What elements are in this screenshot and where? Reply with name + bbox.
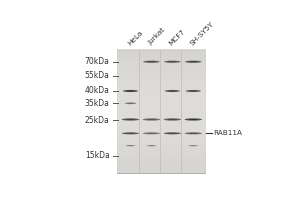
Ellipse shape bbox=[126, 133, 135, 134]
Text: RAB11A: RAB11A bbox=[213, 130, 242, 136]
Text: 70kDa: 70kDa bbox=[85, 57, 110, 66]
Ellipse shape bbox=[184, 132, 202, 134]
Ellipse shape bbox=[143, 118, 160, 121]
Ellipse shape bbox=[188, 133, 198, 134]
Ellipse shape bbox=[188, 145, 198, 146]
Ellipse shape bbox=[128, 145, 133, 146]
Ellipse shape bbox=[147, 145, 156, 146]
Ellipse shape bbox=[122, 118, 139, 121]
Ellipse shape bbox=[188, 119, 198, 120]
Ellipse shape bbox=[143, 61, 160, 63]
Ellipse shape bbox=[184, 118, 202, 121]
Ellipse shape bbox=[122, 132, 139, 134]
Text: MCF7: MCF7 bbox=[168, 28, 187, 46]
Ellipse shape bbox=[190, 145, 196, 146]
Text: 55kDa: 55kDa bbox=[85, 71, 110, 80]
Ellipse shape bbox=[168, 61, 177, 62]
Ellipse shape bbox=[143, 132, 160, 134]
Ellipse shape bbox=[168, 119, 177, 120]
Text: SH-SY5Y: SH-SY5Y bbox=[189, 20, 215, 46]
Text: HeLa: HeLa bbox=[126, 29, 143, 46]
Text: 15kDa: 15kDa bbox=[85, 151, 110, 160]
Ellipse shape bbox=[126, 145, 135, 146]
Text: 40kDa: 40kDa bbox=[85, 86, 110, 95]
Text: 25kDa: 25kDa bbox=[85, 116, 110, 125]
Ellipse shape bbox=[125, 102, 136, 104]
Ellipse shape bbox=[123, 90, 138, 92]
Ellipse shape bbox=[164, 118, 181, 121]
Ellipse shape bbox=[147, 119, 156, 120]
Ellipse shape bbox=[147, 133, 156, 134]
Ellipse shape bbox=[189, 61, 198, 62]
Ellipse shape bbox=[147, 61, 156, 62]
Ellipse shape bbox=[185, 61, 202, 63]
Ellipse shape bbox=[128, 103, 134, 104]
Ellipse shape bbox=[165, 90, 180, 92]
Ellipse shape bbox=[164, 132, 181, 134]
Ellipse shape bbox=[149, 145, 154, 146]
Ellipse shape bbox=[126, 119, 135, 120]
Ellipse shape bbox=[168, 133, 177, 134]
Text: Jurkat: Jurkat bbox=[147, 27, 167, 46]
Ellipse shape bbox=[186, 90, 201, 92]
Bar bbox=[117, 50, 205, 173]
Text: 35kDa: 35kDa bbox=[85, 99, 110, 108]
Ellipse shape bbox=[164, 61, 181, 63]
